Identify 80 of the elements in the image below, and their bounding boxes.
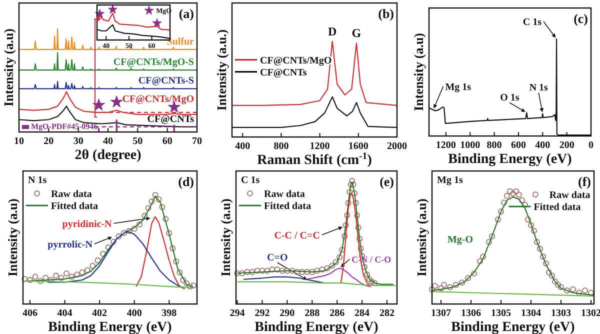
series-label: CF@CNTs/MgO-S bbox=[113, 57, 194, 68]
text: (f) bbox=[578, 174, 591, 189]
legend-label: Raw data bbox=[264, 189, 305, 200]
x-tick-label: 400 bbox=[235, 141, 250, 152]
annotation: C-C / C=C bbox=[274, 230, 320, 242]
annotation: G bbox=[352, 26, 362, 40]
annotation: C=O bbox=[267, 252, 288, 264]
annotation: C 1s bbox=[241, 175, 260, 186]
legend-label: CF@CNTs bbox=[260, 67, 307, 78]
annotation: O 1s bbox=[500, 92, 520, 104]
series-label: CF@CNTs-S bbox=[138, 76, 194, 87]
y-axis-title: Intensity (a.u) bbox=[5, 198, 20, 277]
x-tick-label: 1000 bbox=[460, 140, 480, 151]
x-tick-label: 290 bbox=[280, 308, 295, 319]
x-tick-label: 1304 bbox=[521, 308, 541, 319]
x-tick-label: 2000 bbox=[387, 141, 407, 152]
text: Mg 1s bbox=[437, 175, 463, 186]
x-axis-title: Binding Energy (eV) bbox=[48, 320, 172, 334]
x-tick-label: 1306 bbox=[461, 308, 481, 319]
x-tick-label: 200 bbox=[559, 140, 574, 151]
x-tick-label: 1307 bbox=[431, 308, 451, 319]
legend-label: Raw data bbox=[51, 189, 92, 200]
text: (a) bbox=[178, 6, 194, 21]
x-tick-label: 294 bbox=[230, 308, 245, 319]
x-axis-title: Binding Energy (eV) bbox=[448, 152, 572, 167]
annotation: Mg 1s bbox=[445, 82, 472, 93]
x-tick-label: 406 bbox=[22, 308, 38, 319]
annotation: C 1s bbox=[522, 17, 542, 28]
x-tick-label: 30 bbox=[73, 136, 84, 147]
text: N 1s bbox=[28, 175, 47, 186]
x-tick-label: 1200 bbox=[436, 140, 456, 151]
x-tick-label: 1303 bbox=[551, 308, 571, 319]
series-label: CF@CNTs bbox=[147, 114, 194, 125]
x-tick-label: 282 bbox=[380, 308, 395, 319]
text: (c) bbox=[574, 11, 588, 26]
x-tick-label: 10 bbox=[14, 136, 24, 147]
x-tick-label: 402 bbox=[92, 308, 108, 319]
legend-label: Fitted data bbox=[534, 202, 581, 213]
x-tick-label: 292 bbox=[254, 308, 270, 319]
x-tick-label: 800 bbox=[274, 141, 289, 152]
x-tick-label: 400 bbox=[126, 308, 142, 319]
x-tick-label: 60 bbox=[162, 136, 172, 147]
x-axis-title: 2θ (degree) bbox=[74, 148, 142, 163]
x-tick-label: 286 bbox=[330, 308, 345, 319]
legend-label: Raw data bbox=[549, 190, 590, 201]
x-tick-label: 1200 bbox=[310, 141, 330, 152]
annotation: N 1s bbox=[529, 82, 548, 94]
x-tick-label: 1600 bbox=[348, 141, 368, 152]
legend-label: Fitted data bbox=[264, 201, 311, 212]
x-tick-label: 404 bbox=[57, 308, 72, 319]
x-axis-title: Binding Energy (eV) bbox=[254, 320, 379, 334]
annotation: Mg-O bbox=[447, 234, 474, 246]
x-tick-label: 398 bbox=[162, 308, 177, 319]
annotation: D bbox=[328, 24, 338, 38]
x-tick-label: 800 bbox=[486, 140, 502, 151]
x-tick-label: 288 bbox=[304, 308, 320, 319]
x-tick-label: 0 bbox=[588, 140, 594, 151]
text: (b) bbox=[378, 6, 394, 21]
y-axis-title: Intensity (a.u) bbox=[1, 28, 16, 107]
y-axis-title: Intensity (a.u) bbox=[411, 32, 426, 112]
text: (d) bbox=[178, 174, 194, 189]
y-axis-title: Intensity (a.u.) bbox=[214, 29, 229, 111]
legend-label: Fitted data bbox=[51, 201, 98, 212]
x-tick-label: 400 bbox=[535, 140, 550, 151]
x-tick-label: 1305 bbox=[491, 308, 511, 319]
x-tick-label: 600 bbox=[510, 140, 526, 151]
annotation: pyrrolic-N bbox=[48, 239, 94, 250]
x-tick-label: 20 bbox=[44, 136, 54, 147]
legend-label: MgO-PDF#45-0946 bbox=[31, 122, 98, 131]
series-label: CF@CNTs/MgO bbox=[122, 94, 194, 106]
y-axis-title: Intensity (a.u) bbox=[218, 198, 233, 277]
x-tick-label: 284 bbox=[354, 308, 370, 319]
x-tick-label: 50 bbox=[132, 136, 143, 147]
annotation: (e) bbox=[380, 174, 394, 189]
x-axis-title: Binding Energy (eV) bbox=[451, 320, 576, 334]
x-axis-title: Raman Shift (cm$^{-1}$) bbox=[257, 150, 372, 168]
x-tick-label: 40 bbox=[103, 136, 113, 147]
y-axis-title: Intensity (a.u) bbox=[414, 198, 429, 277]
annotation: pyridinic-N bbox=[62, 218, 113, 230]
x-tick-label: 70 bbox=[192, 136, 202, 147]
